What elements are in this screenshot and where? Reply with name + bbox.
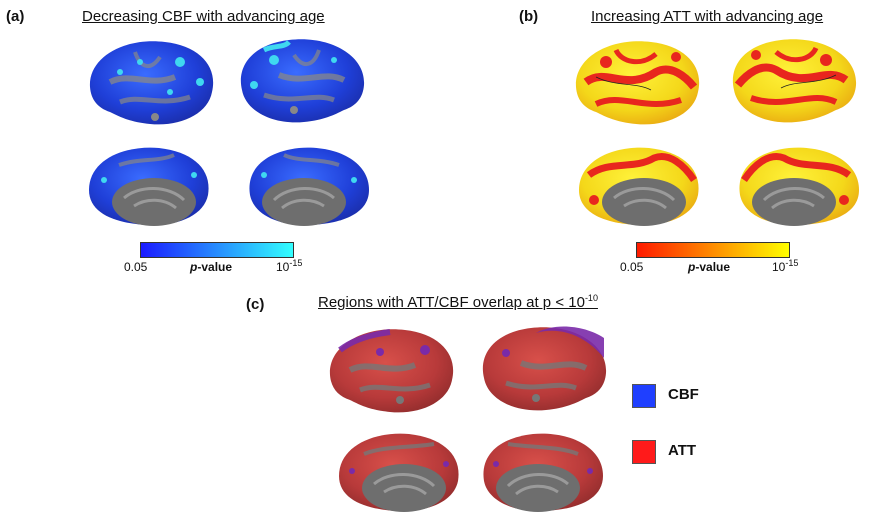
panel-a-title: Decreasing CBF with advancing age xyxy=(82,8,325,25)
panel-b-colorbar-min: 0.05 xyxy=(620,260,644,274)
legend-label-att: ATT xyxy=(668,442,697,459)
panel-a-medial-right-brain xyxy=(249,147,369,226)
legend-swatch-cbf xyxy=(632,384,656,408)
panel-a-medial-left-brain xyxy=(89,147,209,226)
panel-a-colorbar-min: 0.05 xyxy=(124,260,148,274)
panel-b-medial-left-brain xyxy=(579,147,699,226)
panel-c-medial-left-brain xyxy=(339,433,459,512)
panel-b-colorbar xyxy=(636,242,790,258)
panel-b-colorbar-max: 10-15 xyxy=(772,258,799,274)
panel-b-medial-right-brain xyxy=(739,147,859,226)
panel-c-title: Regions with ATT/CBF overlap at p < 10-1… xyxy=(318,293,598,311)
panel-c-medial-right-brain xyxy=(483,433,603,512)
panel-a-colorbar-label: p-value xyxy=(190,260,233,274)
panel-a-lateral-right-brain xyxy=(240,39,365,123)
panel-c-lateral-right-brain xyxy=(482,326,607,411)
legend-label-cbf: CBF xyxy=(668,386,699,403)
panel-a-label: (a) xyxy=(6,8,25,25)
panel-c-lateral-left-brain xyxy=(329,329,454,413)
panel-a-lateral-left-brain xyxy=(89,41,214,125)
panel-b-lateral-right-brain xyxy=(732,39,857,123)
panel-b-colorbar-label: p-value xyxy=(688,260,731,274)
panel-a-colorbar-max: 10-15 xyxy=(276,258,303,274)
legend-swatch-att xyxy=(632,440,656,464)
panel-b-title: Increasing ATT with advancing age xyxy=(591,8,824,25)
panel-b-lateral-left-brain xyxy=(575,41,700,125)
panel-c-label: (c) xyxy=(246,296,265,313)
panel-b-label: (b) xyxy=(519,8,539,25)
panel-a-colorbar xyxy=(140,242,294,258)
